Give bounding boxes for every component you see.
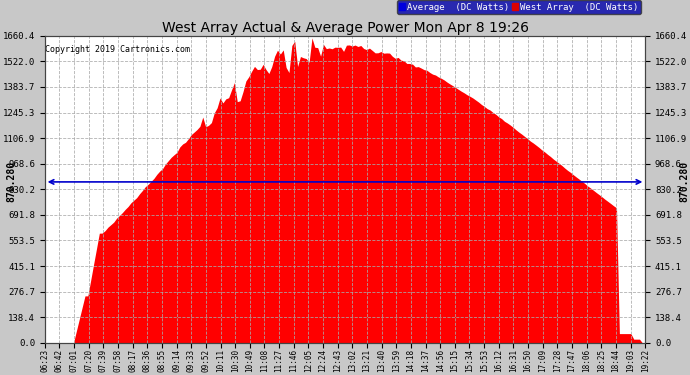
- Title: West Array Actual & Average Power Mon Apr 8 19:26: West Array Actual & Average Power Mon Ap…: [161, 21, 529, 34]
- Text: 870.280: 870.280: [679, 161, 689, 202]
- Legend: Average  (DC Watts), West Array  (DC Watts): Average (DC Watts), West Array (DC Watts…: [397, 0, 641, 14]
- Text: Copyright 2019 Cartronics.com: Copyright 2019 Cartronics.com: [46, 45, 190, 54]
- Text: 870.280: 870.280: [7, 161, 17, 202]
